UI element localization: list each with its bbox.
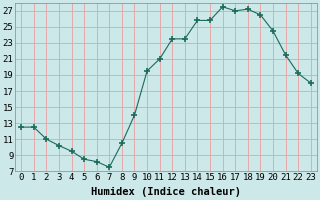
X-axis label: Humidex (Indice chaleur): Humidex (Indice chaleur) xyxy=(91,187,241,197)
